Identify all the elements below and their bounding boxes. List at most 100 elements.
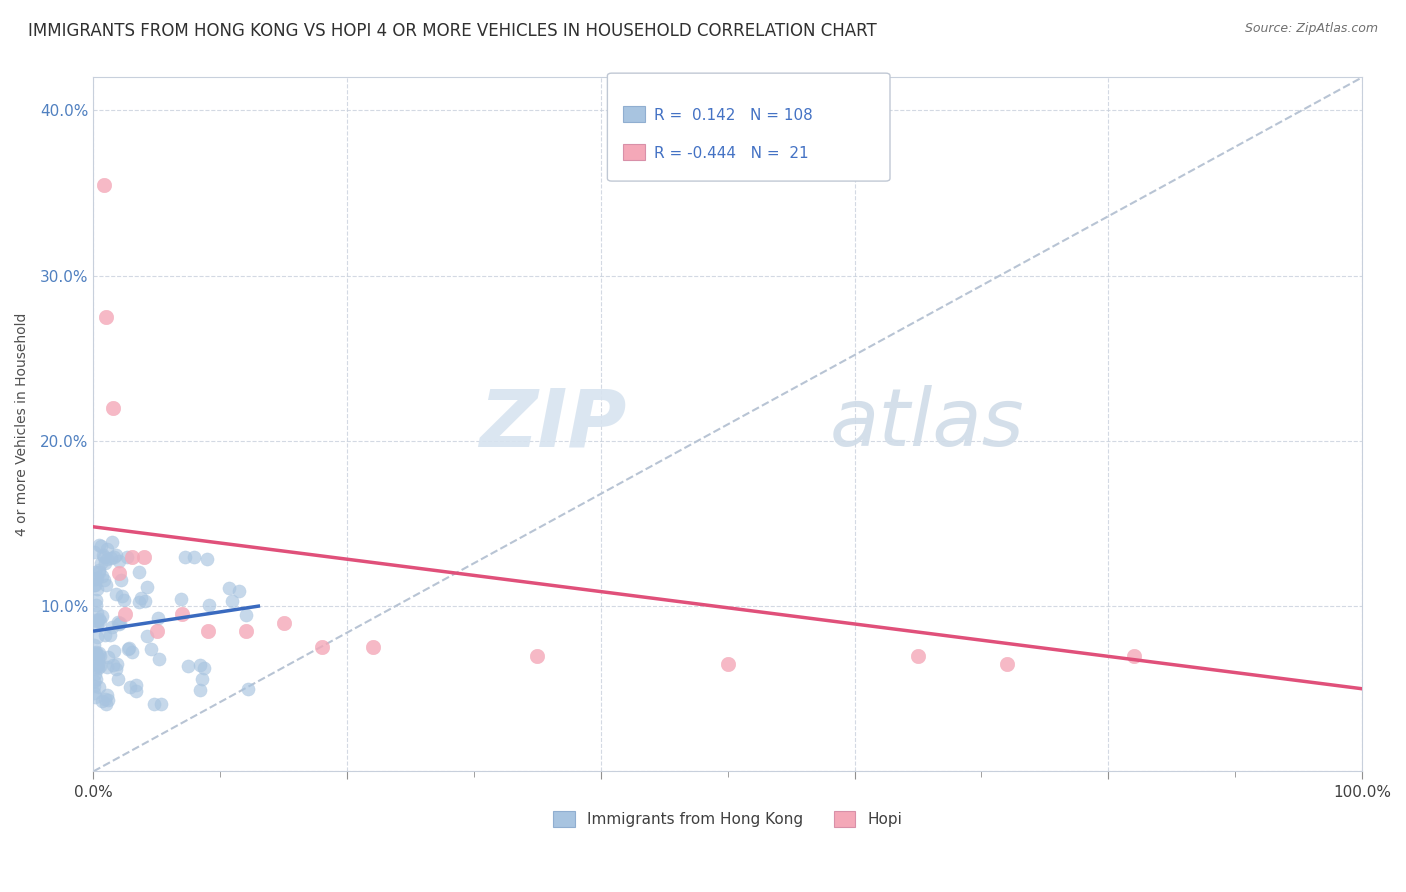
Point <box>96 578 118 592</box>
Point <box>83 544 105 558</box>
Point <box>103 549 125 564</box>
Point <box>114 607 136 622</box>
Point <box>94 627 117 641</box>
Point <box>105 657 128 671</box>
Point <box>103 658 125 673</box>
Point <box>84 565 107 579</box>
Point <box>146 624 169 638</box>
Point <box>83 685 105 699</box>
Point <box>112 593 135 607</box>
Point <box>135 629 157 643</box>
Point <box>96 310 118 324</box>
Text: IMMIGRANTS FROM HONG KONG VS HOPI 4 OR MORE VEHICLES IN HOUSEHOLD CORRELATION CH: IMMIGRANTS FROM HONG KONG VS HOPI 4 OR M… <box>28 22 877 40</box>
Point <box>146 611 169 625</box>
Point <box>84 667 107 681</box>
Point <box>87 681 110 695</box>
Point <box>83 646 105 660</box>
Point <box>86 672 108 686</box>
Point <box>195 551 218 566</box>
Point <box>96 660 118 674</box>
Point <box>104 548 127 562</box>
Point <box>87 612 110 626</box>
Point <box>94 697 117 711</box>
Point <box>97 650 120 665</box>
Point <box>98 628 121 642</box>
Point <box>86 616 108 631</box>
Point <box>96 688 118 702</box>
Point <box>97 693 120 707</box>
Point <box>87 651 110 665</box>
Point <box>86 631 108 645</box>
Point <box>84 593 107 607</box>
Point <box>86 658 108 673</box>
Point <box>103 643 125 657</box>
Point <box>96 551 118 566</box>
Point <box>177 659 200 673</box>
Point <box>89 538 111 552</box>
Point <box>89 659 111 673</box>
Point <box>90 556 112 570</box>
Point <box>105 662 128 676</box>
Point <box>118 640 141 655</box>
Point <box>173 549 195 564</box>
Y-axis label: 4 or more Vehicles in Household: 4 or more Vehicles in Household <box>15 313 30 536</box>
Point <box>170 592 193 607</box>
Point <box>84 598 107 612</box>
Point <box>907 648 929 663</box>
Point <box>108 617 131 632</box>
Point <box>101 620 124 634</box>
Point <box>93 574 115 588</box>
Point <box>89 563 111 577</box>
Point <box>101 401 124 415</box>
Point <box>128 565 150 579</box>
Point <box>121 645 143 659</box>
Point <box>117 642 139 657</box>
Point <box>142 698 165 712</box>
Point <box>183 549 205 564</box>
Point <box>128 595 150 609</box>
Point <box>188 658 211 673</box>
Point <box>104 587 127 601</box>
Point <box>93 556 115 570</box>
Point <box>311 640 333 655</box>
Point <box>238 681 260 696</box>
Point <box>91 569 114 583</box>
Point <box>83 690 105 704</box>
Point <box>111 589 134 603</box>
Point <box>89 648 111 663</box>
Text: atlas: atlas <box>830 385 1024 464</box>
Point <box>117 549 139 564</box>
Point <box>87 566 110 580</box>
Point <box>1122 648 1144 663</box>
Point <box>107 615 129 630</box>
Point <box>118 680 141 694</box>
Point <box>139 642 162 657</box>
Point <box>87 660 110 674</box>
Point <box>148 652 170 666</box>
Point <box>110 616 132 631</box>
Point <box>110 573 132 587</box>
Point <box>84 644 107 658</box>
Point <box>125 678 148 692</box>
Point <box>228 584 250 599</box>
Point <box>197 624 219 638</box>
Point <box>91 609 114 624</box>
Point <box>108 566 131 580</box>
Point <box>198 598 221 612</box>
Point <box>121 549 143 564</box>
Point <box>235 607 257 622</box>
Point <box>101 535 124 549</box>
Point <box>84 647 107 661</box>
Legend: Immigrants from Hong Kong, Hopi: Immigrants from Hong Kong, Hopi <box>547 805 908 833</box>
Point <box>87 646 110 660</box>
Point <box>135 581 157 595</box>
Text: R =  0.142   N = 108: R = 0.142 N = 108 <box>654 108 813 123</box>
Point <box>125 684 148 698</box>
Point <box>172 607 194 622</box>
Text: ZIP: ZIP <box>479 385 626 464</box>
Point <box>91 694 114 708</box>
Point <box>361 640 384 655</box>
Point <box>235 624 257 638</box>
Point <box>134 549 156 564</box>
Text: R = -0.444   N =  21: R = -0.444 N = 21 <box>654 145 808 161</box>
